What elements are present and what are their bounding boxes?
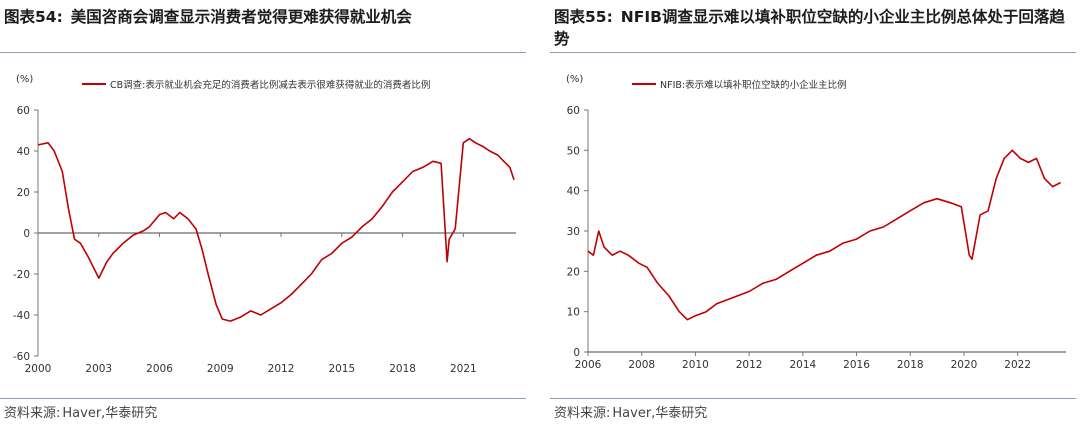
left-chart-y-tick-label: -60	[13, 351, 30, 363]
left-chart-x-tick-label: 2003	[85, 363, 112, 375]
right-chart-x-tick-label: 2006	[575, 359, 602, 371]
left-chart-x-tick-label: 2021	[450, 363, 477, 375]
right-chart-y-tick-label: 20	[567, 266, 580, 278]
right-chart-y-tick-label: 60	[567, 105, 580, 117]
right-chart-x-tick-label: 2014	[789, 359, 816, 371]
left-chart-x-tick-label: 2000	[25, 363, 52, 375]
left-source-rule	[0, 398, 526, 399]
right-line-chart: (%) NFIB:表示难以填补职位空缺的小企业主比例 0 10 20 30 40 50 60 20…	[566, 74, 1066, 371]
left-chart-x-tick-label: 2006	[146, 363, 173, 375]
left-source-text: Haver,华泰研究	[62, 406, 158, 421]
left-chart-y-tick-label: 0	[23, 228, 30, 240]
right-chart-x-tick-label: 2012	[736, 359, 763, 371]
left-chart-x-tick-label: 2015	[328, 363, 355, 375]
left-chart-legend-label: CB调查:表示就业机会充足的消费者比例减去表示很难获得就业的消费者比例	[110, 79, 430, 91]
left-chart-y-tick-label: 20	[17, 187, 30, 199]
right-chart-unit-label: (%)	[566, 74, 583, 85]
right-figure-title: 图表55: NFIB调查显示难以填补职位空缺的小企业主比例总体处于回落趋势	[554, 6, 1074, 50]
right-source: 资料来源: Haver,华泰研究	[554, 402, 707, 421]
left-chart-y-tick-label: 40	[17, 146, 30, 158]
left-chart-x-tick-label: 2018	[389, 363, 416, 375]
right-chart-x-tick-label: 2008	[628, 359, 655, 371]
right-chart-x-tick-label: 2016	[843, 359, 870, 371]
right-figure-number: 图表55:	[554, 8, 613, 26]
right-chart-x-tick-label: 2020	[951, 359, 978, 371]
left-chart-unit-label: (%)	[16, 74, 33, 85]
left-chart-y-tick-label: -40	[13, 310, 30, 322]
left-title-rule	[0, 52, 526, 53]
right-chart-y-tick-label: 50	[567, 145, 580, 157]
right-chart-y-tick-label: 10	[567, 307, 580, 319]
right-source-label: 资料来源:	[554, 406, 611, 421]
right-chart-panel: 图表55: NFIB调查显示难以填补职位空缺的小企业主比例总体处于回落趋势 (%)…	[550, 0, 1080, 426]
left-figure-number: 图表54:	[4, 8, 63, 26]
right-chart-x-tick-label: 2022	[1004, 359, 1031, 371]
left-chart-y-tick-label: 60	[17, 105, 30, 117]
right-chart-y-tick-label: 30	[567, 226, 580, 238]
right-chart-series-line	[587, 149, 1061, 321]
left-figure-title: 图表54: 美国咨商会调查显示消费者觉得更难获得就业机会	[4, 6, 524, 28]
left-source: 资料来源: Haver,华泰研究	[4, 402, 157, 421]
right-chart-x-tick-label: 2018	[897, 359, 924, 371]
left-chart-x-tick-label: 2012	[268, 363, 295, 375]
right-source-rule	[550, 398, 1076, 399]
left-line-chart: (%) CB调查:表示就业机会充足的消费者比例减去表示很难获得就业的消费者比例 -6…	[13, 74, 516, 375]
right-chart-y-tick-label: 0	[573, 347, 580, 359]
right-chart-y-tick-label: 40	[567, 186, 580, 198]
left-chart-series-line	[37, 137, 515, 322]
left-chart-y-tick-label: -20	[13, 269, 30, 281]
right-title-rule	[550, 52, 1076, 53]
right-source-text: Haver,华泰研究	[612, 406, 708, 421]
left-title-text: 美国咨商会调查显示消费者觉得更难获得就业机会	[70, 8, 412, 26]
right-title-text: NFIB调查显示难以填补职位空缺的小企业主比例总体处于回落趋势	[554, 8, 1065, 48]
left-chart-panel: 图表54: 美国咨商会调查显示消费者觉得更难获得就业机会 (%) CB调查:表示就业…	[0, 0, 530, 426]
left-source-label: 资料来源:	[4, 406, 61, 421]
right-chart-x-tick-label: 2010	[682, 359, 709, 371]
right-chart-legend-label: NFIB:表示难以填补职位空缺的小企业主比例	[660, 79, 847, 91]
left-chart-x-tick-label: 2009	[207, 363, 234, 375]
